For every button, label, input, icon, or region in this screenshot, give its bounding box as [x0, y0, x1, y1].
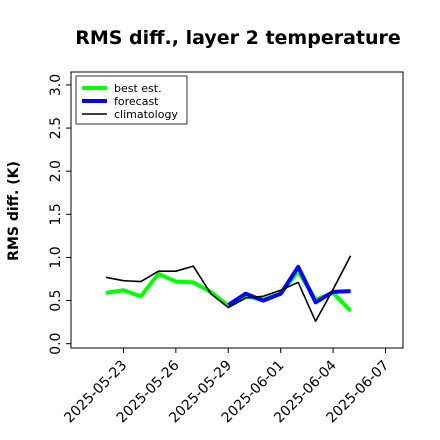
y-tick-label: 2.0 [48, 160, 64, 182]
y-axis: 0.0 0.5 1.0 1.5 2.0 2.5 3.0 [48, 74, 71, 355]
series-layer [105, 255, 353, 323]
y-tick-label: 0.0 [48, 333, 64, 355]
y-tick-label: 3.0 [48, 74, 64, 96]
plot-area [70, 71, 404, 349]
legend-label-forecast: forecast [114, 95, 159, 108]
y-tick-label: 0.5 [48, 289, 64, 311]
series-line-best-est [105, 269, 353, 313]
legend-label-best-est: best est. [114, 82, 162, 95]
y-tick-label: 1.0 [48, 246, 64, 268]
y-tick-label: 1.5 [48, 203, 64, 225]
series-line-climatology [105, 255, 352, 323]
legend-label-climatology: climatology [114, 108, 178, 121]
y-tick-label: 2.5 [48, 117, 64, 139]
x-axis: 2025-05-232025-05-262025-05-292025-06-01… [61, 348, 392, 426]
y-axis-label: RMS diff. (K) [6, 161, 22, 261]
chart-title: RMS diff., layer 2 temperature [75, 27, 401, 49]
